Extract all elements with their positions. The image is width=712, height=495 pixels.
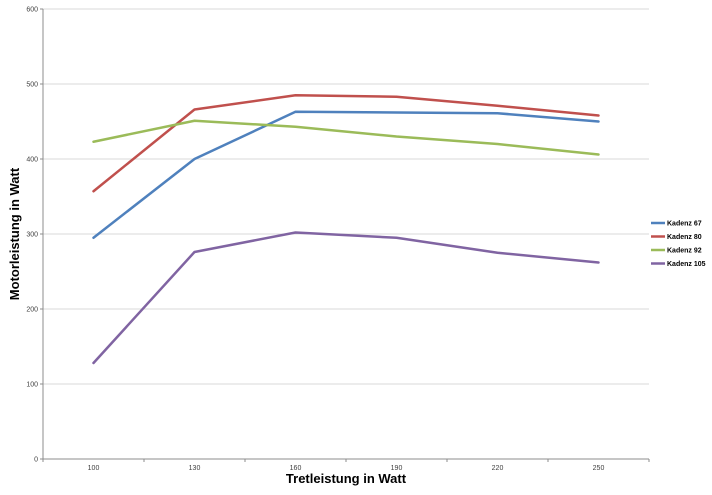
y-tick-label: 600	[26, 7, 38, 14]
x-axis-title: Tretleistung in Watt	[286, 471, 407, 486]
y-tick-label: 200	[26, 307, 38, 314]
x-tick-label: 100	[88, 465, 100, 472]
x-tick-label: 190	[391, 465, 403, 472]
legend: Kadenz 67 Kadenz 80 Kadenz 92 Kadenz 105	[651, 221, 706, 268]
y-tick-label: 300	[26, 232, 38, 239]
x-tick-label: 250	[593, 465, 605, 472]
series-line-kadenz-67	[92, 110, 600, 239]
axes-group	[40, 8, 650, 462]
tick-labels-group: 0 100 200 300 400 500 600 100 130 160 190 220 250	[26, 7, 604, 473]
x-tick-label: 220	[492, 465, 504, 472]
y-tick-label: 100	[26, 382, 38, 389]
y-tick-label: 400	[26, 157, 38, 164]
y-tick-label: 0	[34, 457, 38, 464]
series-line-kadenz-80	[92, 94, 600, 193]
legend-label-kadenz-105: Kadenz 105	[667, 261, 706, 268]
y-axis-title: Motorleistung in Watt	[7, 167, 22, 300]
legend-label-kadenz-80: Kadenz 80	[667, 234, 702, 241]
x-tick-label: 160	[290, 465, 302, 472]
legend-label-kadenz-67: Kadenz 67	[667, 221, 702, 228]
legend-label-kadenz-92: Kadenz 92	[667, 248, 702, 255]
y-tick-label: 500	[26, 82, 38, 89]
series-line-kadenz-92	[92, 119, 600, 156]
series-line-kadenz-105	[92, 231, 600, 365]
x-tick-label: 130	[189, 465, 201, 472]
series-group	[92, 94, 600, 365]
